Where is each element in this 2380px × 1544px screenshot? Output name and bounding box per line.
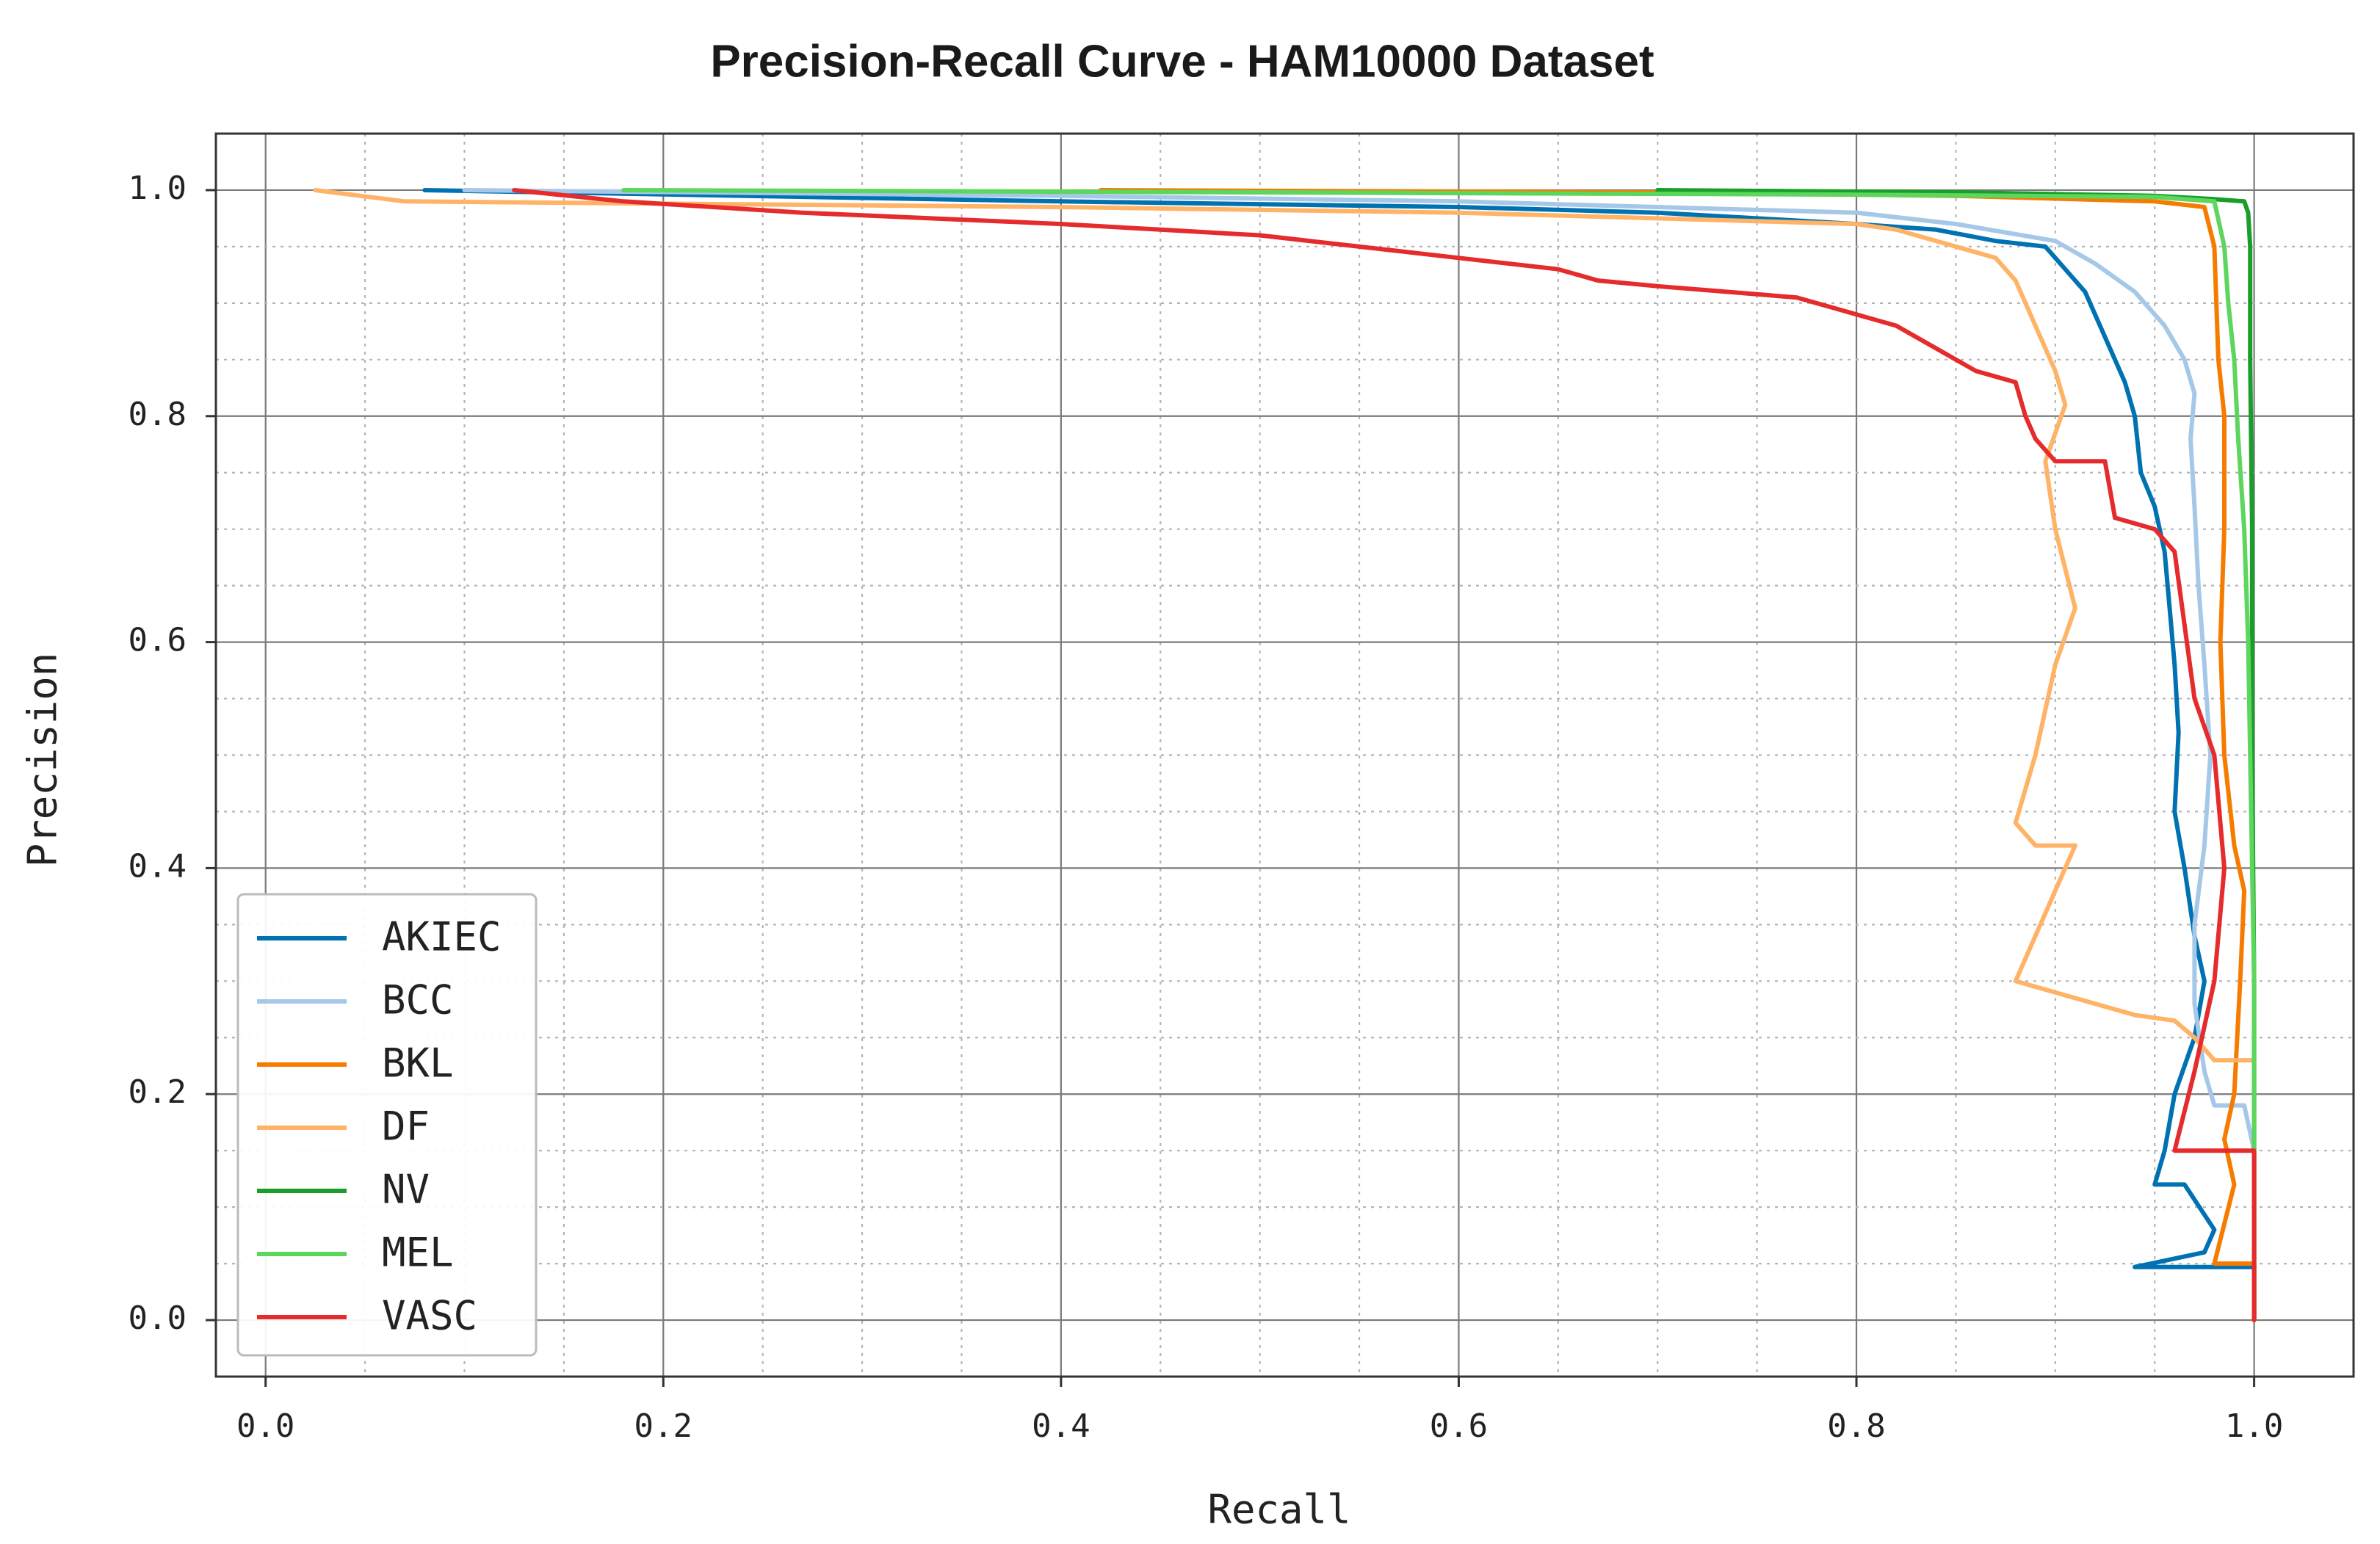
x-tick-label: 0.4	[1032, 1407, 1090, 1445]
series-line-mel	[621, 188, 2257, 1322]
legend: AKIEC BCC BKL DF NV MEL VASC	[236, 893, 538, 1357]
x-axis-label: Recall	[1207, 1487, 1350, 1533]
plot-area-frame	[214, 132, 2355, 1378]
axis-ticks: 0.0 0.2 0.4 0.6 0.8 1.0 0.0 0.2 0.4 0.6 0.8 1.0	[129, 170, 2284, 1445]
series-lines	[313, 188, 2257, 1322]
series-line-df	[313, 188, 2257, 1322]
x-tick-label: 0.2	[634, 1407, 692, 1445]
y-tick-label: 0.4	[129, 847, 187, 885]
chart-title: Precision-Recall Curve - HAM10000 Datase…	[710, 36, 1654, 87]
legend-label-mel: MEL	[382, 1230, 454, 1276]
x-tick-label: 1.0	[2225, 1407, 2283, 1445]
legend-label-akiec: AKIEC	[382, 914, 502, 960]
legend-label-nv: NV	[382, 1167, 430, 1213]
series-line-bcc	[462, 188, 2257, 1322]
y-tick-label: 0.6	[129, 622, 187, 659]
y-tick-label: 0.0	[129, 1300, 187, 1337]
legend-label-df: DF	[382, 1103, 430, 1150]
legend-box	[236, 893, 538, 1357]
y-tick-label: 1.0	[129, 170, 187, 207]
legend-label-bkl: BKL	[382, 1040, 454, 1087]
legend-label-bcc: BCC	[382, 977, 454, 1023]
x-tick-label: 0.0	[236, 1407, 294, 1445]
series-line-akiec	[422, 188, 2257, 1322]
y-axis-label: Precision	[20, 653, 66, 868]
series-line-vasc	[512, 188, 2257, 1322]
series-line-bkl	[1099, 188, 2257, 1322]
x-tick-label: 0.8	[1827, 1407, 1885, 1445]
x-tick-label: 0.6	[1430, 1407, 1488, 1445]
y-tick-label: 0.2	[129, 1073, 187, 1111]
legend-label-vasc: VASC	[382, 1293, 477, 1339]
y-tick-label: 0.8	[129, 396, 187, 433]
